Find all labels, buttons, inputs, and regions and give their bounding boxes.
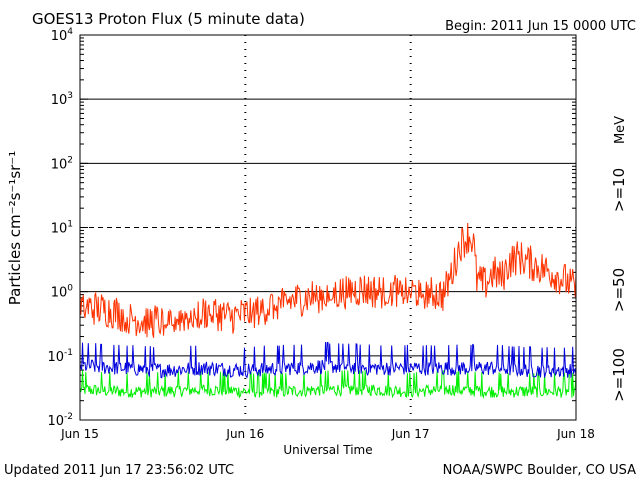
plot-frame — [79, 34, 577, 421]
y-tick-label: 10-1 — [47, 348, 73, 365]
x-tick-label: Jun 16 — [225, 427, 264, 441]
y-tick-labels: 10-2 10-1 100 101 102 103 104 — [47, 27, 73, 429]
traces — [79, 222, 577, 400]
series-line-s100 — [79, 370, 577, 400]
series-line-s50 — [79, 341, 577, 379]
y-tick-label: 104 — [51, 27, 74, 44]
y-tick-label: 10-2 — [47, 412, 73, 429]
y-tick-label: 100 — [51, 284, 74, 301]
x-tick-label: Jun 18 — [556, 427, 595, 441]
y-tick-label: 102 — [51, 155, 73, 172]
series-line-s10 — [79, 222, 577, 338]
y-tick-label: 101 — [51, 220, 73, 237]
x-tick-label: Jun 15 — [60, 427, 99, 441]
begin-label: Begin: 2011 Jun 15 0000 UTC — [445, 19, 636, 34]
legend-ge50: >=50 — [610, 268, 628, 312]
x-tick-labels: Jun 15 Jun 16 Jun 17 Jun 18 — [60, 427, 595, 441]
updated-label: Updated 2011 Jun 17 23:56:02 UTC — [4, 463, 234, 478]
legend-ge10: >=10 — [610, 168, 628, 212]
x-tick-label: Jun 17 — [391, 427, 430, 441]
credit-label: NOAA/SWPC Boulder, CO USA — [443, 463, 636, 478]
x-axis-label: Universal Time — [283, 443, 372, 457]
y-tick-label: 103 — [51, 91, 73, 108]
legend-ge100: >=100 — [610, 348, 628, 402]
y-axis-label: Particles cm⁻²s⁻¹sr⁻¹ — [6, 151, 24, 305]
chart-title: GOES13 Proton Flux (5 minute data) — [32, 10, 305, 28]
unit-label: MeV — [613, 116, 628, 144]
